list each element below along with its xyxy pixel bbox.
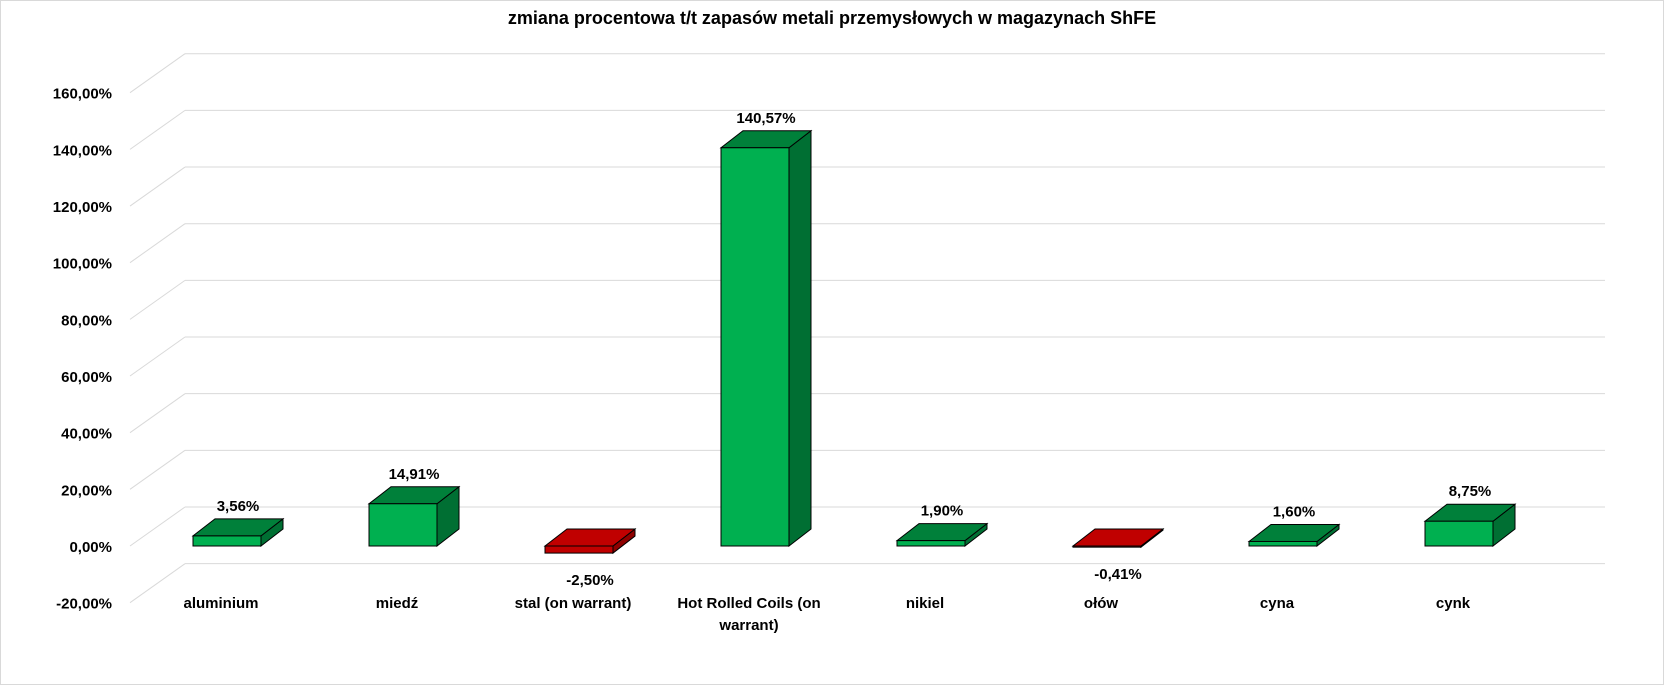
gridline-diagonal [129,449,186,490]
y-tick-label: 20,00% [61,482,112,499]
y-tick-label: -20,00% [56,596,112,613]
y-tick-label: 100,00% [53,256,112,273]
gridline-diagonal [129,109,186,150]
x-tick-label: aluminium [183,595,258,612]
y-tick-label: 0,00% [69,539,112,556]
y-tick-label: 40,00% [61,426,112,443]
gridline-diagonal [129,506,186,547]
data-label: -2,50% [566,572,614,589]
y-tick-label: 160,00% [53,86,112,103]
gridline-diagonal [129,563,186,604]
bar [896,540,966,547]
data-label: 1,60% [1273,503,1316,520]
y-tick-label: 60,00% [61,369,112,386]
data-label: 14,91% [389,466,440,483]
bar [1248,540,1318,547]
x-tick-label: cynk [1436,595,1471,612]
bar [368,503,438,547]
y-tick-label: 140,00% [53,142,112,159]
gridline-diagonal [129,393,186,434]
gridline-diagonal [129,279,186,320]
bar [1424,520,1494,547]
x-tick-label: cyna [1260,595,1295,612]
gridline-diagonal [129,336,186,377]
x-tick-label: miedź [376,595,419,612]
bar-top [1071,528,1165,547]
bar [192,535,262,547]
chart-title: zmiana procentowa t/t zapasów metali prz… [507,8,1157,28]
bar [720,147,790,547]
data-label: 8,75% [1449,483,1492,500]
data-label: 1,90% [921,503,964,520]
data-label: 140,57% [736,110,795,127]
y-tick-label: 80,00% [61,312,112,329]
x-tick-label: stal (on warrant) [515,595,632,612]
gridline-diagonal [129,223,186,264]
bar-side [788,129,812,548]
bar [1072,545,1142,548]
data-label: 3,56% [217,498,260,515]
x-tick-label: nikiel [906,595,944,612]
y-tick-label: 120,00% [53,199,112,216]
data-label: -0,41% [1094,566,1142,583]
bar [544,545,614,554]
gridline-diagonal [129,53,186,94]
gridline-diagonal [129,166,186,207]
x-tick-label: ołów [1084,595,1118,612]
x-tick-label: Hot Rolled Coils (on warrant) [677,595,820,634]
